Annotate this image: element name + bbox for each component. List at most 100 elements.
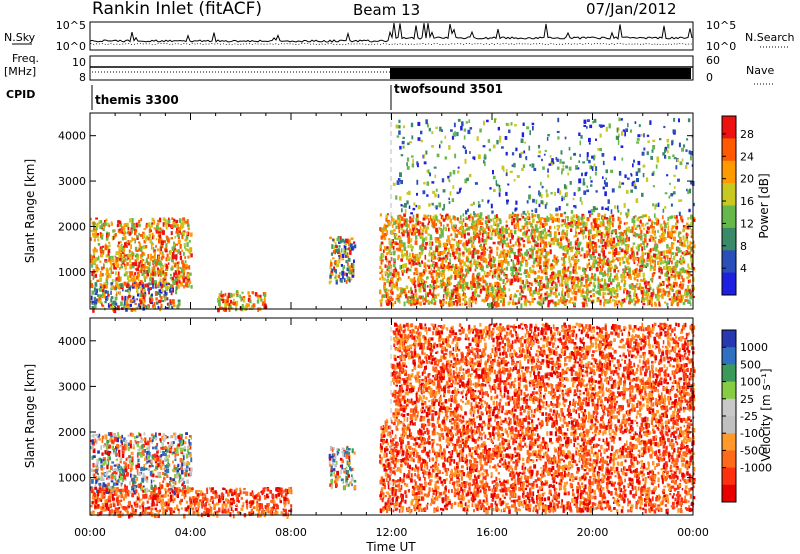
echo-cell: [335, 279, 338, 282]
echo-cell: [561, 231, 564, 235]
echo-cell: [561, 232, 564, 236]
echo-cell: [519, 252, 521, 257]
echo-cell: [552, 216, 555, 221]
echo-cell: [141, 297, 144, 302]
echo-cell: [217, 298, 221, 303]
echo-cell: [118, 220, 120, 223]
echo-cell: [419, 232, 422, 237]
echo-cell: [554, 238, 557, 241]
echo-cell: [623, 253, 627, 259]
echo-cell: [604, 270, 606, 274]
echo-cell: [691, 262, 694, 268]
echo-cell: [406, 200, 409, 205]
echo-cell: [450, 282, 452, 285]
echo-cell: [93, 296, 96, 302]
echo-cell: [235, 304, 237, 308]
echo-cell: [578, 178, 582, 184]
echo-cell: [544, 228, 546, 232]
echo-cell: [633, 252, 635, 257]
echo-cell: [491, 274, 494, 279]
echo-cell: [426, 264, 429, 268]
echo-cell: [500, 237, 503, 242]
echo-cell: [379, 244, 381, 248]
echo-cell: [103, 284, 106, 289]
echo-cell: [151, 293, 153, 297]
echo-cell: [657, 256, 660, 260]
echo-cell: [386, 258, 389, 263]
echo-cell: [516, 238, 519, 243]
echo-cell: [574, 246, 577, 250]
echo-cell: [109, 304, 112, 307]
echo-cell: [473, 260, 476, 265]
echo-cell: [648, 300, 651, 305]
echo-cell: [477, 277, 480, 282]
echo-cell: [559, 158, 562, 164]
echo-cell: [441, 229, 444, 234]
echo-cell: [640, 229, 643, 235]
echo-cell: [562, 267, 564, 270]
echo-cell: [393, 258, 396, 262]
echo-cell: [578, 160, 581, 163]
echo-cell: [677, 274, 681, 280]
echo-cell: [504, 258, 508, 264]
echo-cell: [566, 248, 570, 252]
echo-cell: [627, 177, 630, 180]
echo-cell: [621, 157, 624, 161]
echo-cell: [229, 292, 233, 298]
echo-cell: [149, 256, 153, 261]
echo-cell: [462, 251, 465, 257]
echo-cell: [657, 284, 660, 288]
echo-cell: [157, 255, 160, 260]
echo-cell: [482, 265, 484, 269]
echo-cell: [629, 284, 632, 289]
echo-cell: [540, 238, 543, 244]
echo-cell: [406, 232, 410, 237]
echo-cell: [164, 275, 167, 279]
echo-cell: [586, 152, 589, 157]
echo-cell: [499, 277, 502, 281]
echo-cell: [652, 145, 656, 150]
echo-cell: [681, 251, 684, 255]
echo-cell: [574, 283, 577, 288]
echo-cell: [662, 236, 666, 242]
nsearch-label: N.Search: [745, 31, 795, 44]
echo-cell: [443, 275, 445, 279]
echo-cell: [157, 227, 160, 233]
echo-cell: [400, 270, 404, 273]
echo-cell: [637, 160, 641, 166]
echo-cell: [641, 214, 644, 219]
echo-cell: [336, 248, 339, 251]
echo-cell: [441, 250, 444, 256]
echo-cell: [659, 288, 661, 293]
echo-cell: [524, 252, 527, 256]
echo-cell: [687, 217, 689, 220]
echo-cell: [511, 211, 514, 215]
echo-cell: [568, 246, 571, 250]
echo-cell: [511, 221, 514, 226]
echo-cell: [624, 268, 627, 273]
echo-cell: [649, 234, 653, 239]
echo-cell: [686, 240, 689, 245]
echo-cell: [446, 216, 449, 221]
echo-cell: [447, 251, 450, 255]
echo-cell: [468, 215, 471, 219]
echo-cell: [469, 266, 472, 272]
echo-cell: [677, 249, 680, 253]
echo-cell: [419, 221, 422, 225]
echo-cell: [668, 156, 671, 160]
echo-cell: [390, 243, 393, 249]
echo-cell: [141, 282, 144, 285]
echo-cell: [141, 254, 144, 258]
echo-cell: [505, 224, 509, 228]
echo-cell: [160, 303, 163, 308]
echo-cell: [560, 241, 562, 247]
echo-cell: [630, 189, 633, 193]
echo-cell: [92, 227, 95, 231]
echo-cell: [682, 301, 686, 305]
echo-cell: [331, 244, 334, 249]
echo-cell: [396, 237, 400, 240]
echo-cell: [177, 270, 181, 275]
echo-cell: [517, 237, 520, 242]
echo-cell: [535, 254, 539, 260]
echo-cell: [666, 255, 669, 260]
